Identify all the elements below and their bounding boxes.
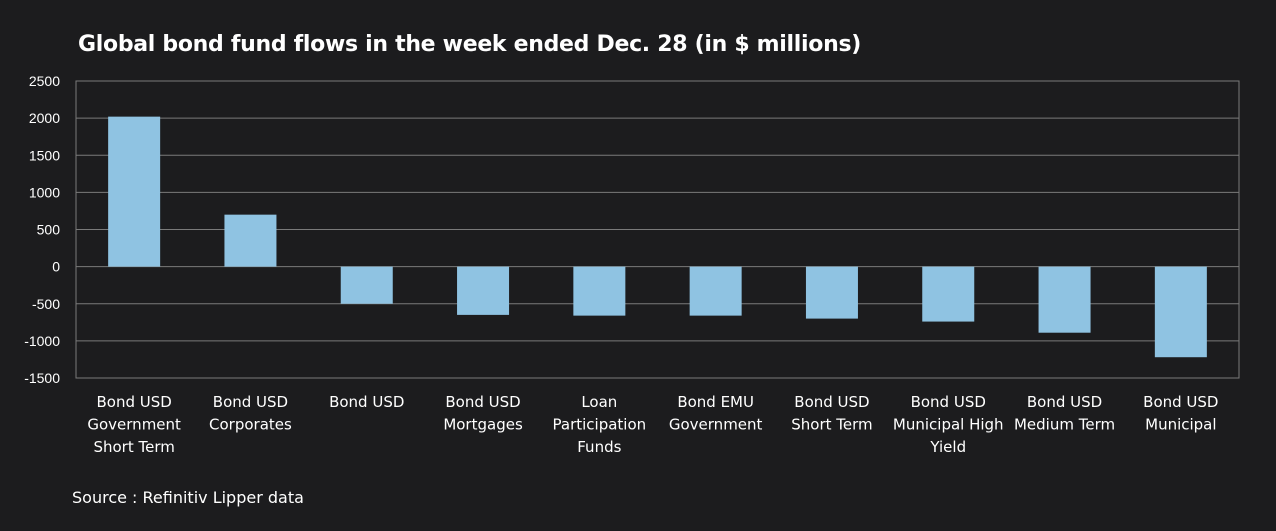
- x-category-label-line: Government: [87, 416, 181, 434]
- bar: [457, 266, 510, 315]
- x-category-label-line: Funds: [577, 438, 621, 456]
- x-category-label: Bond USD Short Term: [791, 393, 872, 434]
- x-category-label-line: Short Term: [93, 438, 174, 456]
- bar: [224, 214, 277, 267]
- x-category-label-line: Municipal High: [893, 416, 1004, 434]
- bar: [1038, 266, 1091, 333]
- x-category-label-line: Bond USD: [794, 393, 869, 411]
- x-category-label: Bond USD Medium Term: [1014, 393, 1115, 434]
- y-tick-label: -500: [32, 296, 60, 312]
- bar: [108, 116, 161, 267]
- bar: [805, 266, 858, 319]
- bar: [573, 266, 626, 316]
- y-tick-label: 1000: [29, 184, 60, 200]
- x-category-label-line: Bond USD: [96, 393, 171, 411]
- bar: [922, 266, 975, 322]
- x-axis-categories: Bond USD Government Short Term Bond USD Corp…: [87, 393, 1218, 456]
- x-category-label: Bond USD Government Short Term: [87, 393, 181, 456]
- x-category-label-line: Bond EMU: [677, 393, 754, 411]
- x-category-label-line: Bond USD: [329, 393, 404, 411]
- x-category-label: Bond USD Municipal High Yield: [893, 393, 1004, 456]
- x-category-label: Bond USD: [329, 393, 404, 411]
- x-category-label: Bond USD Corporates: [209, 393, 292, 434]
- x-category-label-line: Mortgages: [443, 416, 523, 434]
- y-tick-label: 1500: [29, 147, 60, 163]
- x-category-label-line: Loan: [581, 393, 617, 411]
- bar: [340, 266, 393, 304]
- x-category-label: Bond EMU Government: [669, 393, 763, 434]
- x-category-label-line: Participation: [553, 416, 647, 434]
- source-note: Source : Refinitiv Lipper data: [72, 488, 304, 507]
- y-axis-ticks: 2500 2000 1500 1000 500 0 -500 -1000 -1500: [24, 73, 60, 386]
- chart-title: Global bond fund flows in the week ended…: [78, 32, 861, 57]
- y-tick-label: 2000: [29, 110, 60, 126]
- x-category-label-line: Government: [669, 416, 763, 434]
- x-category-label-line: Bond USD: [213, 393, 288, 411]
- y-tick-label: 2500: [29, 73, 60, 89]
- plot-frame: [75, 80, 1240, 379]
- x-category-label-line: Corporates: [209, 416, 292, 434]
- x-category-label: Bond USD Municipal: [1143, 393, 1218, 434]
- bar: [689, 266, 742, 316]
- x-category-label-line: Yield: [929, 438, 966, 456]
- bar: [1154, 266, 1207, 358]
- bars: [108, 116, 1207, 358]
- x-category-label-line: Bond USD: [1143, 393, 1218, 411]
- y-tick-label: -1000: [24, 333, 60, 349]
- x-category-label: Bond USD Mortgages: [443, 393, 523, 434]
- y-tick-label: -1500: [24, 370, 60, 386]
- x-category-label: Loan Participation Funds: [553, 393, 647, 456]
- x-category-label-line: Municipal: [1145, 416, 1216, 434]
- x-category-label-line: Short Term: [791, 416, 872, 434]
- y-tick-label: 0: [52, 259, 60, 275]
- x-category-label-line: Bond USD: [445, 393, 520, 411]
- x-category-label-line: Bond USD: [911, 393, 986, 411]
- x-category-label-line: Bond USD: [1027, 393, 1102, 411]
- x-category-label-line: Medium Term: [1014, 416, 1115, 434]
- y-tick-label: 500: [37, 222, 61, 238]
